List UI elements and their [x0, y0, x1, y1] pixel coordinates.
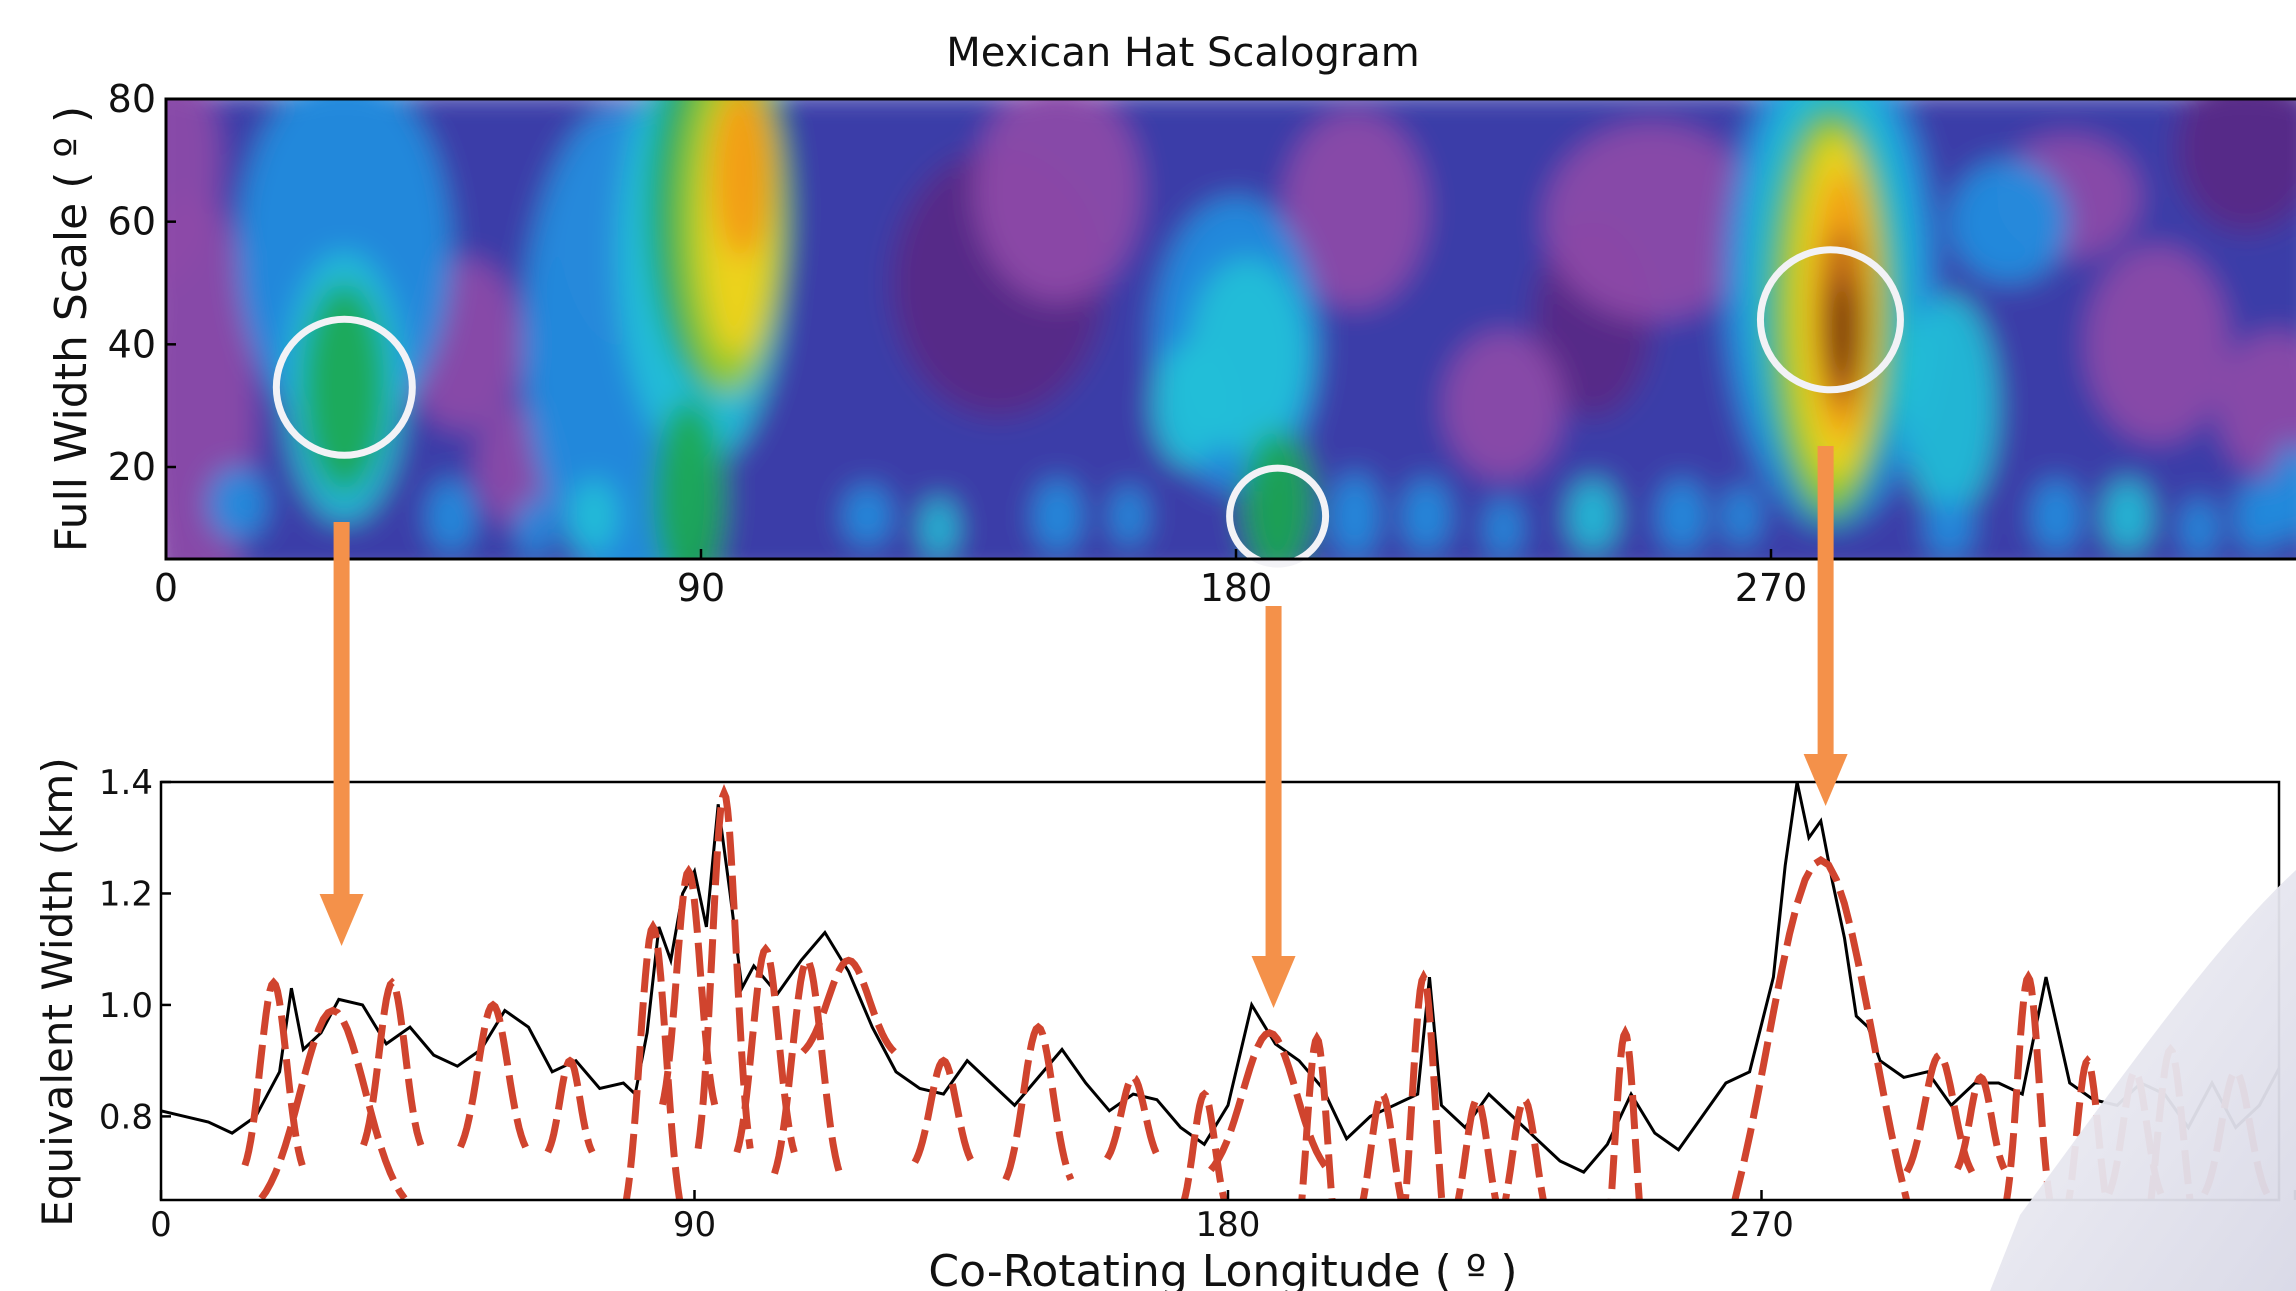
- fit-curve: [694, 783, 754, 1150]
- fit-curve: [800, 956, 897, 1055]
- x-tick-label: 180: [1200, 566, 1273, 610]
- gaussian-fits: [241, 783, 2271, 1200]
- x-tick-label: 180: [1196, 1205, 1261, 1245]
- feature-circle: [1226, 464, 1330, 568]
- connector-arrow: [319, 522, 364, 946]
- scalogram-heatmap: [166, 99, 2296, 559]
- width-plot-axes: 090180270360.81.01.21.4: [99, 763, 2296, 1245]
- scalogram-axes: 0901802703620406080: [108, 77, 1808, 610]
- x-tick-label: 270: [1735, 566, 1808, 610]
- x-tick-label: 90: [673, 1205, 716, 1245]
- fit-curve: [1501, 1095, 1547, 1200]
- connector-arrow: [1251, 606, 1296, 1008]
- fit-curve: [911, 1056, 976, 1164]
- fit-curve: [771, 954, 844, 1175]
- fit-curve: [1298, 1031, 1336, 1200]
- width-plot-xlabel: Co-Rotating Longitude ( º ): [928, 1246, 1517, 1291]
- y-tick-label: 40: [108, 322, 156, 366]
- y-tick-label: 1.0: [99, 986, 153, 1026]
- fit-curve: [1954, 1073, 2008, 1171]
- width-plot: [161, 782, 2279, 1200]
- x-tick-label: 0: [150, 1205, 172, 1245]
- fit-curve: [1454, 1095, 1500, 1200]
- feature-circle: [1756, 246, 1904, 394]
- x-tick-label: 0: [154, 566, 178, 610]
- fit-curve: [2003, 970, 2054, 1200]
- fit-curve: [1104, 1073, 1163, 1161]
- y-tick-label: 60: [108, 200, 156, 244]
- x-tick-label: 90: [677, 566, 725, 610]
- page-curl: [1990, 870, 2296, 1291]
- fit-curve: [1607, 1024, 1643, 1200]
- fit-curve: [360, 977, 425, 1147]
- connector-arrow: [1803, 446, 1848, 806]
- fit-curve: [1731, 855, 1911, 1200]
- feature-circle: [272, 315, 416, 459]
- y-tick-label: 20: [108, 445, 156, 489]
- connector-arrows: [319, 446, 1848, 1008]
- y-tick-label: 80: [108, 77, 156, 121]
- fit-curve: [457, 1000, 529, 1149]
- fit-curve: [733, 943, 798, 1154]
- fit-curve: [622, 919, 684, 1200]
- fit-curve: [1401, 969, 1446, 1200]
- fit-curve: [1208, 1029, 1331, 1173]
- fit-curve: [258, 1006, 408, 1200]
- y-tick-label: 0.8: [99, 1097, 153, 1137]
- equivalent-width-line: [161, 782, 2279, 1174]
- x-tick-label: 270: [1729, 1205, 1794, 1245]
- scalogram-title: Mexican Hat Scalogram: [946, 30, 1420, 76]
- y-tick-label: 1.2: [99, 874, 153, 914]
- fit-curve: [241, 977, 306, 1167]
- fit-curve: [544, 1056, 596, 1154]
- circled-features: [272, 246, 1904, 568]
- fit-curve: [1002, 1022, 1075, 1181]
- fit-curve: [1359, 1089, 1405, 1200]
- fit-curve: [1180, 1089, 1228, 1200]
- scalogram-ylabel: Full Width Scale ( º ): [46, 106, 97, 552]
- width-plot-ylabel: Equivalent Width (km): [33, 757, 82, 1226]
- y-tick-label: 1.4: [99, 763, 153, 803]
